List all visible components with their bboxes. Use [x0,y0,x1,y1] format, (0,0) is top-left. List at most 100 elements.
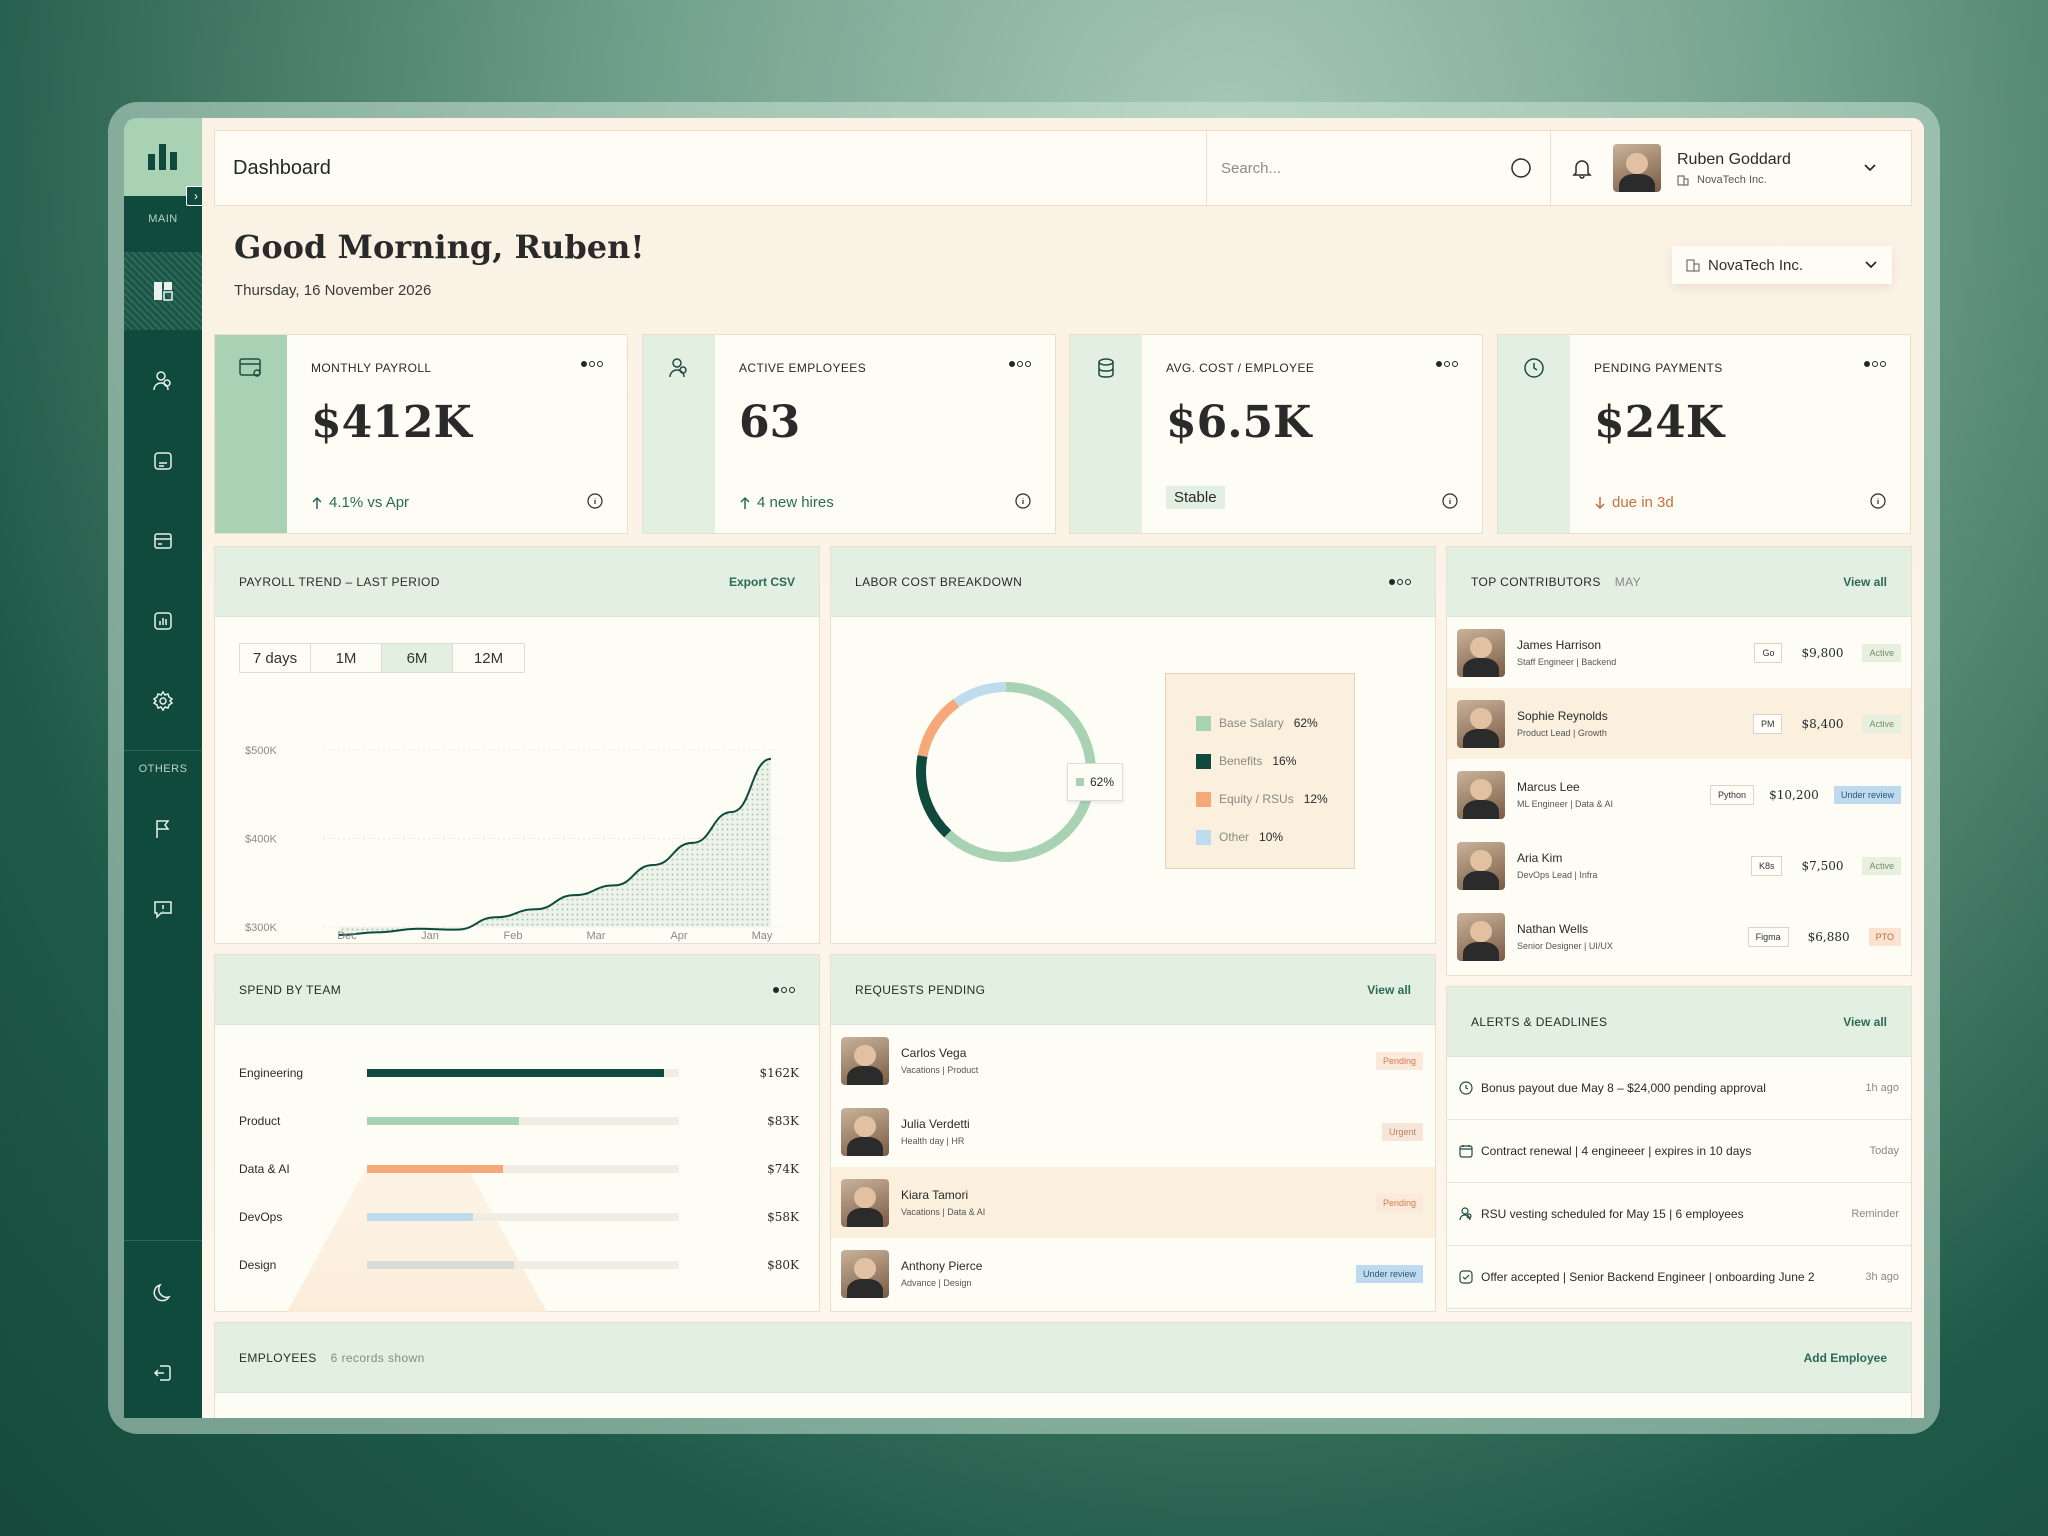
bar-track [367,1069,679,1077]
sidebar-divider-bottom [124,1240,202,1241]
view-all-alerts-button[interactable]: View all [1843,1014,1887,1029]
user-info: Ruben Goddard NovaTech Inc. [1677,151,1791,186]
alert-time: Reminder [1851,1208,1899,1220]
labor-cost-card: LABOR COST BREAKDOWN 62% Base Salary 62% B… [830,546,1436,944]
contributor-row[interactable]: Nathan Wells Senior Designer | UI/UX Fig… [1447,901,1911,972]
kpi-card-avg-cost[interactable]: AVG. COST / EMPLOYEE $6.5K Stable [1069,334,1483,534]
chevron-down-icon[interactable] [1863,163,1877,173]
greeting: Good Morning, Ruben! [234,228,645,266]
info-icon[interactable] [1442,493,1458,509]
info-icon[interactable] [1015,493,1031,509]
alert-row[interactable]: Offer accepted | Senior Backend Engineer… [1447,1246,1911,1309]
contributor-row[interactable]: Sophie Reynolds Product Lead | Growth PM… [1447,688,1911,759]
sidebar-item-people[interactable] [124,342,202,420]
sidebar-divider [124,750,202,751]
more-options-icon[interactable] [1436,361,1458,367]
flag-icon [156,820,170,838]
request-row[interactable]: Kiara Tamori Vacations | Data & AI Pendi… [831,1167,1435,1238]
kpi-value: $412K [311,397,472,448]
request-row[interactable]: Carlos Vega Vacations | Product Pending [831,1025,1435,1096]
card-title: LABOR COST BREAKDOWN [855,574,1023,589]
contributor-amount: $9,800 [1801,645,1844,660]
contributor-role: ML Engineer | Data & AI [1517,799,1614,809]
sidebar-item-payments[interactable] [124,502,202,580]
alert-text: Contract renewal | 4 engineeer | expires… [1481,1144,1752,1158]
alert-row[interactable]: RSU vesting scheduled for May 15 | 6 emp… [1447,1183,1911,1246]
more-options-icon[interactable] [773,986,795,993]
range-7-days[interactable]: 7 days [240,644,311,672]
contributor-avatar [1457,912,1505,961]
logo-icon [148,144,177,170]
legend-value: 62% [1293,716,1318,730]
sidebar-item-dark-mode[interactable] [124,1254,202,1332]
search-icon[interactable] [1510,157,1532,179]
search-input[interactable]: Search... [1207,131,1551,205]
contributor-amount: $10,200 [1769,787,1819,802]
request-detail: Advance | Design [901,1278,972,1288]
kpi-card-monthly-payroll[interactable]: MONTHLY PAYROLL $412K 4.1% vs Apr [214,334,628,534]
sidebar-item-logout[interactable] [124,1334,202,1412]
requester-name: Carlos Vega [901,1046,967,1060]
team-bar-row[interactable]: Design $80K [239,1255,799,1275]
period-label: MAY [1614,574,1642,589]
kpi-card-pending-payments[interactable]: PENDING PAYMENTS $24K due in 3d [1497,334,1911,534]
alert-row[interactable]: Contract renewal | 4 engineeer | expires… [1447,1120,1911,1183]
team-bar-row[interactable]: DevOps $58K [239,1207,799,1227]
requester-avatar [841,1178,889,1227]
team-bar-row[interactable]: Product $83K [239,1111,799,1131]
range-12m[interactable]: 12M [473,649,504,667]
x-tick-label: Jan [421,930,439,942]
more-options-icon[interactable] [1389,578,1411,585]
info-icon[interactable] [1870,493,1886,509]
sidebar-item-documents[interactable] [124,422,202,500]
donut-slice-benefits[interactable] [916,682,1096,862]
donut-slice-other[interactable] [916,682,1096,862]
team-bar-row[interactable]: Data & AI $74K [239,1159,799,1179]
export-csv-button[interactable]: Export CSV [728,574,795,589]
status-badge: Pending [1375,1193,1423,1212]
sidebar: › MAIN OTHERS [124,118,206,1418]
app-window: › MAIN OTHERS [124,118,1924,1418]
sidebar-item-support[interactable] [124,870,202,948]
info-icon[interactable] [587,493,603,509]
org-select[interactable]: NovaTech Inc. [1672,246,1892,284]
contributor-row[interactable]: Aria Kim DevOps Lead | Infra K8s $7,500 … [1447,830,1911,901]
view-all-contributors-button[interactable]: View all [1843,574,1887,589]
user-company: NovaTech Inc. [1697,173,1767,186]
contributor-amount: $7,500 [1801,858,1844,873]
user-menu[interactable]: Ruben Goddard NovaTech Inc. [1551,131,1911,205]
coins-icon [1098,358,1114,378]
add-employee-button[interactable]: Add Employee [1803,1350,1887,1365]
kpi-trend: due in 3d [1594,494,1674,511]
alert-row[interactable]: Bonus payout due May 8 – $24,000 pending… [1447,1057,1911,1120]
sidebar-item-settings[interactable] [124,662,202,740]
status-badge: Under review [1833,785,1901,804]
more-options-icon[interactable] [1864,361,1886,367]
sidebar-item-dashboard[interactable] [124,252,202,330]
skill-tag: PM [1752,713,1783,734]
team-amount: $74K [767,1162,799,1176]
team-bar-row[interactable]: Engineering $162K [239,1063,799,1083]
more-options-icon[interactable] [581,361,603,367]
team-name: Engineering [239,1066,304,1080]
request-row[interactable]: Anthony Pierce Advance | Design Under re… [831,1238,1435,1309]
check-icon [1459,1270,1473,1284]
contributor-role: DevOps Lead | Infra [1517,870,1598,880]
sidebar-item-flags[interactable] [124,790,202,868]
range-6m[interactable]: 6M [382,644,453,672]
logo[interactable] [124,118,202,196]
alert-text: Bonus payout due May 8 – $24,000 pending… [1481,1081,1766,1095]
contributor-name: Marcus Lee [1517,780,1580,794]
range-1m[interactable]: 1M [311,644,382,672]
more-options-icon[interactable] [1009,361,1031,367]
bell-icon[interactable] [1571,157,1593,179]
status-badge: Active [1862,714,1901,733]
contributor-row[interactable]: Marcus Lee ML Engineer | Data & AI Pytho… [1447,759,1911,830]
request-row[interactable]: Julia Verdetti Health day | HR Urgent [831,1096,1435,1167]
user-avatar[interactable] [1613,144,1661,192]
kpi-card-active-employees[interactable]: ACTIVE EMPLOYEES 63 4 new hires [642,334,1056,534]
view-all-requests-button[interactable]: View all [1367,982,1411,997]
requester-name: Anthony Pierce [901,1259,983,1273]
contributor-row[interactable]: James Harrison Staff Engineer | Backend … [1447,617,1911,688]
sidebar-item-reports[interactable] [124,582,202,660]
